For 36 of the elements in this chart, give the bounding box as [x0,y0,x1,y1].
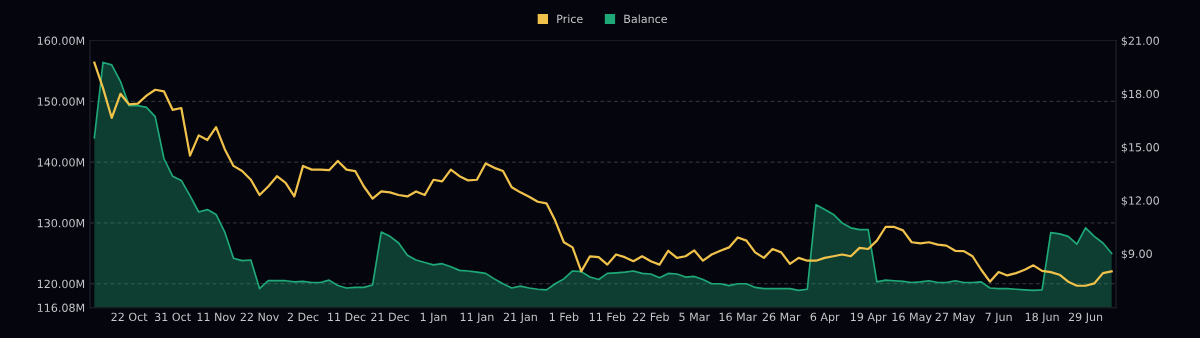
x-tick-label: 5 Mar [679,312,711,322]
y-tick-label: 160.00M [37,36,85,45]
y2-tick-label: $12.00 [1121,196,1159,207]
x-tick-label: 11 Dec [328,312,366,322]
y-tick-label: 140.00M [37,158,85,167]
x-tick-label: 21 Dec [371,312,409,322]
y2-tick-label: $21.00 [1121,36,1159,47]
y-tick-label: 120.00M [37,279,85,289]
x-tick-label: 11 Nov [197,312,236,322]
y2-tick-label: $9.00 [1121,249,1152,260]
x-tick-label: 22 Feb [632,312,669,322]
x-tick-label: 19 Apr [850,312,887,324]
x-tick-label: 21 Jan [503,312,537,324]
x-tick-label: 26 Mar [762,312,801,322]
x-tick-label: 22 Nov [240,312,279,322]
y2-tick-label: $18.00 [1121,89,1159,100]
x-tick-label: 29 Jun [1068,312,1103,324]
x-tick-label: 22 Oct [111,312,148,322]
x-tick-label: 31 Oct [155,312,191,322]
y2-tick-label: $15.00 [1121,142,1159,153]
x-tick-label: 6 Apr [810,312,840,324]
y-tick-label: 116.08M [37,303,85,312]
x-tick-label: 1 Feb [549,312,579,322]
y-tick-label: 130.00M [37,218,85,228]
x-tick-label: 16 Mar [719,312,758,322]
legend-label: Price [557,14,583,24]
x-tick-label: 11 Jan [460,312,494,324]
x-tick-label: 2 Dec [287,312,319,322]
x-tick-label: 16 May [892,312,932,324]
x-tick-label: 11 Feb [589,312,626,322]
x-tick-label: 7 Jun [985,312,1012,324]
legend-label: Balance [624,14,668,24]
x-tick-label: 27 May [935,312,976,324]
x-tick-label: 1 Jan [420,312,447,324]
y-tick-label: 150.00M [37,97,85,106]
x-tick-label: 18 Jun [1025,312,1059,324]
